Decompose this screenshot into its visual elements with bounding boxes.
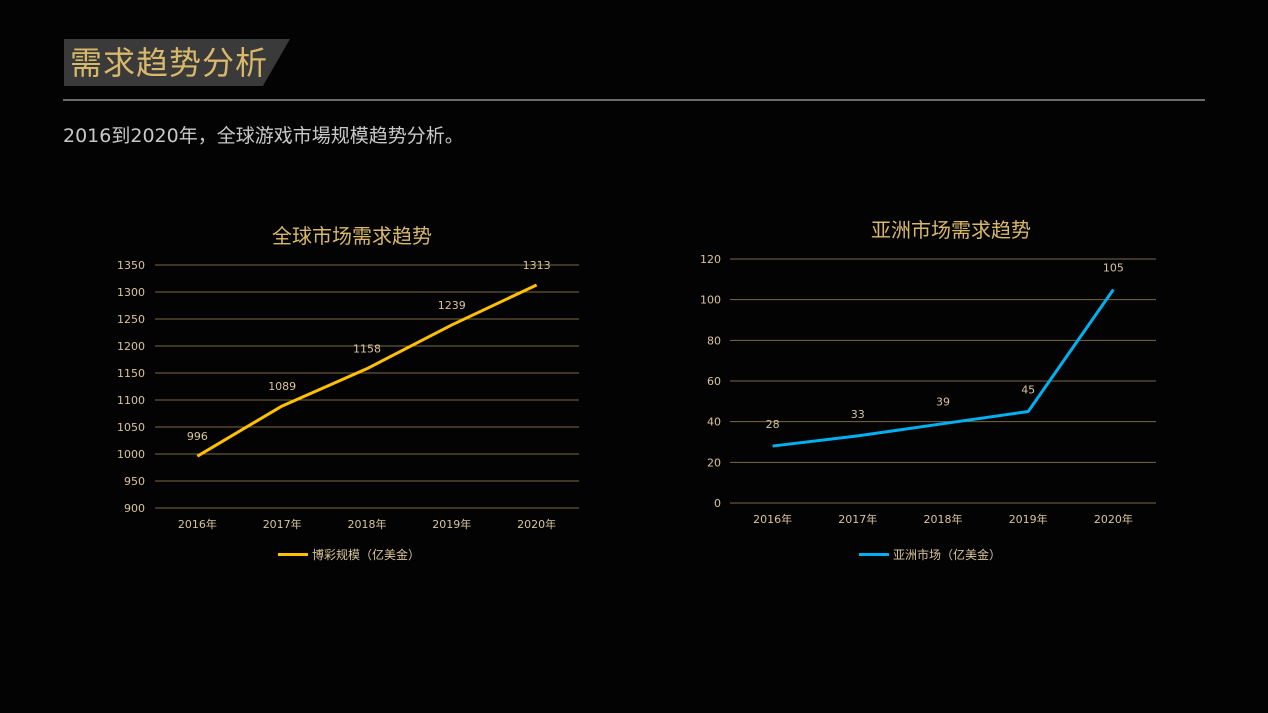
legend-label-asia: 亚洲市场（亿美金）	[893, 548, 1002, 562]
data-label: 1089	[268, 380, 296, 393]
y-tick-label: 1250	[117, 313, 145, 326]
y-tick-label: 1300	[117, 286, 145, 299]
y-tick-label: 1200	[117, 340, 145, 353]
x-tick-label: 2017年	[838, 512, 877, 526]
data-label: 28	[766, 418, 780, 431]
y-tick-label: 950	[124, 475, 145, 488]
y-tick-label: 900	[124, 502, 145, 515]
legend-global: 博彩规模（亿美金）	[278, 546, 420, 563]
data-label: 105	[1103, 262, 1124, 275]
data-label: 33	[851, 408, 865, 421]
y-tick-label: 20	[707, 456, 721, 469]
chart-title-asia: 亚洲市场需求趋势	[871, 218, 1031, 242]
x-tick-label: 2020年	[1094, 512, 1133, 526]
y-tick-label: 100	[700, 294, 721, 307]
x-tick-label: 2016年	[753, 512, 792, 526]
page-subtitle: 2016到2020年，全球游戏市場规模趋势分析。	[63, 125, 464, 147]
y-tick-label: 120	[700, 253, 721, 266]
y-tick-label: 1000	[117, 448, 145, 461]
y-tick-label: 1050	[117, 421, 145, 434]
legend-swatch-asia	[859, 553, 889, 556]
data-label: 45	[1021, 384, 1035, 397]
data-label: 1239	[438, 299, 466, 312]
data-label: 39	[936, 396, 950, 409]
data-label: 1158	[353, 343, 381, 356]
x-tick-label: 2017年	[263, 517, 302, 531]
data-label: 1313	[523, 259, 551, 272]
y-tick-label: 60	[707, 375, 721, 388]
x-tick-label: 2019年	[1009, 512, 1048, 526]
legend-swatch-global	[278, 553, 308, 556]
x-tick-label: 2020年	[517, 517, 556, 531]
x-tick-label: 2019年	[432, 517, 471, 531]
data-label: 996	[187, 430, 208, 443]
y-tick-label: 80	[707, 334, 721, 347]
legend-label-global: 博彩规模（亿美金）	[312, 548, 421, 562]
y-tick-label: 40	[707, 416, 721, 429]
x-tick-label: 2016年	[178, 517, 217, 531]
header-divider	[63, 99, 1205, 101]
title-banner	[64, 39, 290, 86]
y-tick-label: 1100	[117, 394, 145, 407]
x-tick-label: 2018年	[924, 512, 963, 526]
legend-asia: 亚洲市场（亿美金）	[859, 546, 1001, 563]
y-tick-label: 1150	[117, 367, 145, 380]
series-line	[772, 288, 1115, 448]
y-tick-label: 1350	[117, 259, 145, 272]
x-tick-label: 2018年	[348, 517, 387, 531]
page-title: 需求趋势分析	[70, 44, 269, 82]
chart-title-global: 全球市场需求趋势	[272, 224, 432, 248]
y-tick-label: 0	[714, 497, 721, 510]
